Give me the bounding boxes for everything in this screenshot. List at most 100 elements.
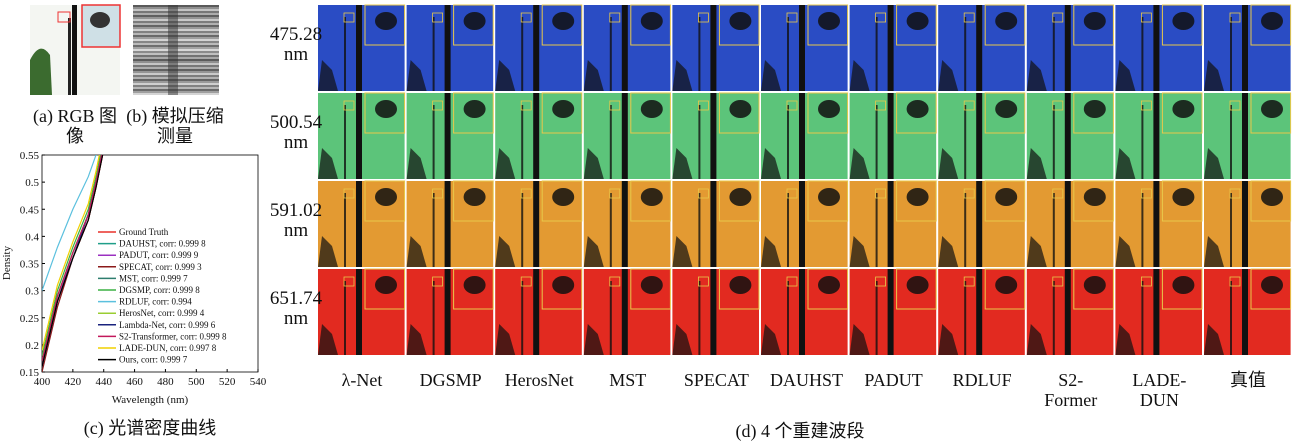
pole <box>533 181 539 267</box>
y-tick-label: 0.35 <box>20 259 40 271</box>
lamp-zoom <box>729 12 751 30</box>
method-label: HerosNet <box>504 370 574 390</box>
band-label: 475.28 nm <box>266 25 326 65</box>
y-tick-label: 0.25 <box>20 313 40 325</box>
pole <box>1153 269 1159 355</box>
pole <box>445 5 451 91</box>
method-label: DAUHST <box>770 370 840 390</box>
lamp-zoom <box>552 188 574 206</box>
band-grid <box>318 5 1291 355</box>
legend-label: Ground Truth <box>119 227 169 237</box>
lamp-post <box>787 17 789 91</box>
lamp-post <box>610 281 612 355</box>
x-tick-label: 500 <box>188 376 205 388</box>
lamp-zoom <box>375 188 397 206</box>
lamp-post <box>1230 281 1232 355</box>
pole <box>1242 269 1248 355</box>
pole <box>799 269 805 355</box>
lamp-post <box>787 281 789 355</box>
pole <box>1153 181 1159 267</box>
lamp-post <box>521 193 523 267</box>
pole <box>888 181 894 267</box>
lamp-post <box>521 281 523 355</box>
lamp-zoom <box>464 188 486 206</box>
lamp-zoom <box>464 276 486 294</box>
method-label: RDLUF <box>947 370 1017 390</box>
series-line <box>42 128 104 291</box>
lamp-post <box>964 105 966 179</box>
pole <box>888 5 894 91</box>
pole <box>356 181 362 267</box>
lamp-zoom <box>995 276 1017 294</box>
lamp-post <box>876 17 878 91</box>
y-axis-label: Density <box>1 245 13 280</box>
pole <box>356 269 362 355</box>
x-tick-label: 540 <box>250 376 267 388</box>
page: 0.150.20.250.30.350.40.450.50.5540042044… <box>0 0 1295 445</box>
caption-d: (d) 4 个重建波段 <box>736 421 865 442</box>
lamp-zoom <box>1261 188 1283 206</box>
pole <box>976 5 982 91</box>
pole <box>1242 181 1248 267</box>
pole <box>622 93 628 179</box>
lamp-zoom <box>729 188 751 206</box>
lamp-post <box>698 281 700 355</box>
pole <box>799 181 805 267</box>
lamp-zoom <box>552 12 574 30</box>
band-label: 651.74 nm <box>266 289 326 329</box>
lamp-zoom <box>995 12 1017 30</box>
method-label: SPECAT <box>681 370 751 390</box>
method-label: PADUT <box>859 370 929 390</box>
lamp-post <box>1141 105 1143 179</box>
lamp-post <box>1053 193 1055 267</box>
pole <box>710 269 716 355</box>
lamp-zoom <box>375 100 397 118</box>
lamp-post <box>610 193 612 267</box>
lamp-zoom <box>1261 100 1283 118</box>
y-tick-label: 0.5 <box>25 177 39 189</box>
method-label: λ-Net <box>327 370 397 390</box>
y-tick-label: 0.3 <box>25 286 39 298</box>
pole <box>1153 5 1159 91</box>
pole <box>622 5 628 91</box>
lamp-zoom <box>1084 276 1106 294</box>
lamp-post <box>787 193 789 267</box>
lamp-post <box>1053 105 1055 179</box>
y-tick-label: 0.2 <box>25 340 39 352</box>
lamp-zoom <box>818 188 840 206</box>
pole <box>533 269 539 355</box>
lamp-post <box>521 105 523 179</box>
x-axis-label: Wavelength (nm) <box>112 394 189 406</box>
method-label: MST <box>593 370 663 390</box>
lamp-zoom <box>818 276 840 294</box>
lamp-zoom <box>1084 12 1106 30</box>
lamp-post <box>1230 105 1232 179</box>
lamp-post <box>433 281 435 355</box>
lamp-post <box>1141 281 1143 355</box>
lamp-zoom <box>1084 100 1106 118</box>
lamp-zoom <box>641 100 663 118</box>
lamp-zoom <box>818 12 840 30</box>
lamp-zoom <box>1172 12 1194 30</box>
pole <box>622 269 628 355</box>
pole <box>710 5 716 91</box>
pole <box>356 5 362 91</box>
lamp-post <box>344 281 346 355</box>
lamp-post <box>1053 17 1055 91</box>
lamp-zoom <box>1084 188 1106 206</box>
lamp-post <box>876 105 878 179</box>
lamp-zoom <box>375 12 397 30</box>
lamp-post <box>1053 281 1055 355</box>
lamp-post <box>610 17 612 91</box>
lamp-zoom <box>464 100 486 118</box>
pole <box>888 93 894 179</box>
legend-label: DGSMP, corr: 0.999 8 <box>119 285 200 295</box>
measurement-image <box>133 5 219 95</box>
lamp-post <box>610 105 612 179</box>
pole <box>888 269 894 355</box>
pole <box>533 93 539 179</box>
caption-a: (a) RGB 图像 <box>28 106 122 146</box>
lamp-zoom <box>464 12 486 30</box>
lamp-post <box>1141 193 1143 267</box>
